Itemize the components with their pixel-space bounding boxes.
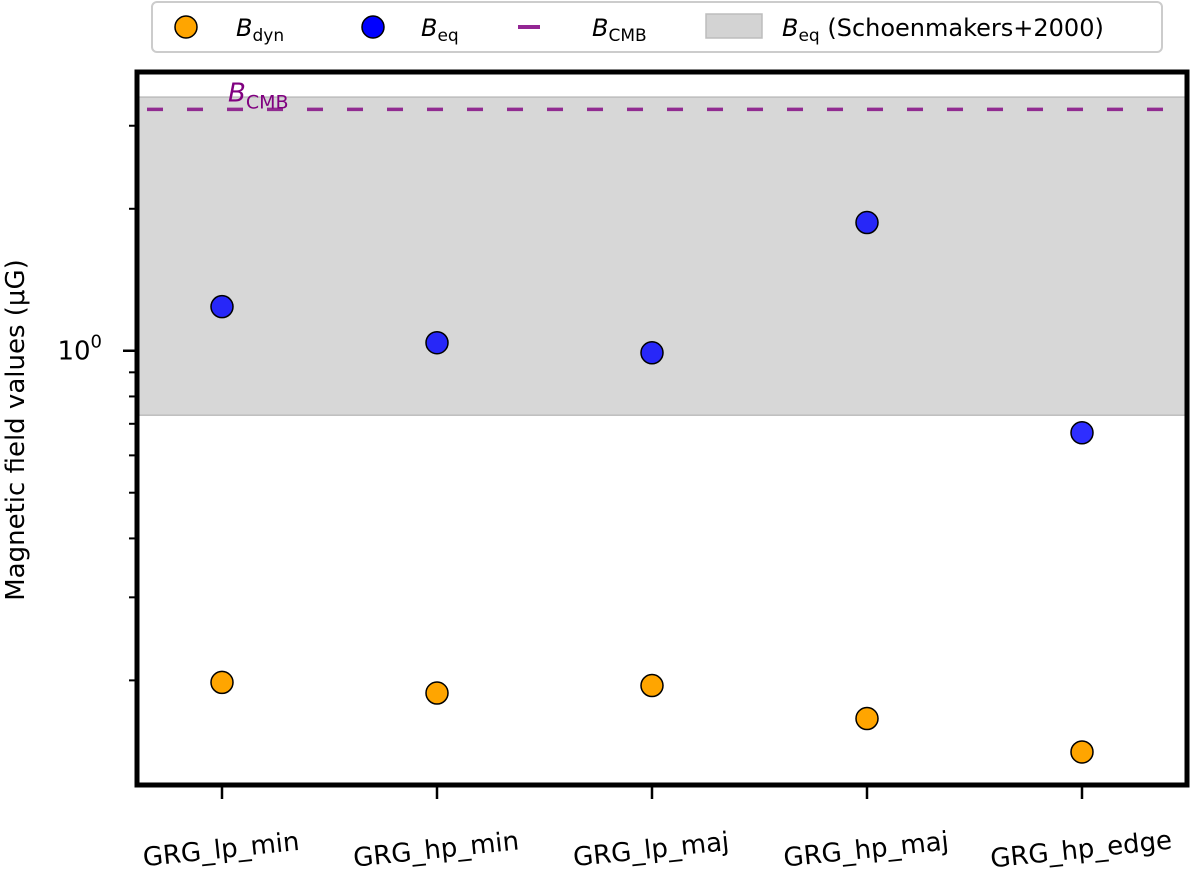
plot-frame xyxy=(134,69,1190,788)
legend-bcmb-sub: CMB xyxy=(608,26,646,46)
x-tick-label-grg-hp-maj: GRG_hp_maj xyxy=(782,826,950,873)
bdyn-point-grg-lp-maj xyxy=(640,673,664,698)
legend-band-suffix: (Schoenmakers+2000) xyxy=(820,14,1104,42)
bcmb-annotation: BCMB xyxy=(228,78,289,113)
legend-beq-marker xyxy=(361,15,385,39)
x-tick-label-grg-hp-edge: GRG_hp_edge xyxy=(989,826,1173,875)
bdyn-point-grg-lp-min xyxy=(210,670,234,695)
legend-band-letter: B xyxy=(782,14,798,42)
legend-bcmb-letter: B xyxy=(592,14,608,42)
legend-bdyn-label: Bdyn xyxy=(236,14,284,46)
y-tick-label-1: 100 xyxy=(57,332,102,367)
beq-point-grg-lp-maj xyxy=(640,341,664,365)
data-points xyxy=(210,210,1094,764)
bdyn-point-grg-hp-edge xyxy=(1070,740,1094,764)
legend-bdyn-letter: B xyxy=(236,14,252,42)
y-tick-base: 10 xyxy=(57,337,90,367)
beq-point-grg-hp-edge xyxy=(1070,421,1094,445)
legend-band-sub: eq xyxy=(798,26,819,46)
y-axis-label: Magnetic field values (μG) xyxy=(1,259,31,601)
beq-point-grg-lp-min xyxy=(210,294,234,319)
y-axis-ticks xyxy=(123,124,137,682)
legend-beq-sub: eq xyxy=(437,26,458,46)
legend: Bdyn Beq BCMB Beq (Schoenmakers+2000) xyxy=(151,1,1163,53)
x-axis-ticks: GRG_lp_min GRG_hp_min GRG_lp_maj GRG_hp_maj… xyxy=(141,785,1173,874)
beq-point-grg-hp-maj xyxy=(855,210,879,235)
beq-point-grg-hp-min xyxy=(425,330,449,355)
legend-beq-letter: B xyxy=(421,14,437,42)
legend-bdyn-sub: dyn xyxy=(252,26,284,46)
legend-bdyn-marker xyxy=(174,15,198,39)
bcmb-annotation-sub: CMB xyxy=(246,91,289,113)
bdyn-point-grg-hp-min xyxy=(425,681,449,705)
legend-band-label: Beq (Schoenmakers+2000) xyxy=(782,14,1104,46)
bdyn-point-grg-hp-maj xyxy=(855,706,879,731)
beq-schoenmakers-band xyxy=(136,96,1188,416)
x-tick-label-grg-lp-min: GRG_lp_min xyxy=(141,827,300,873)
bcmb-annotation-letter: B xyxy=(228,78,246,108)
legend-band-marker xyxy=(705,13,763,39)
legend-box xyxy=(151,1,1163,53)
legend-beq-label: Beq xyxy=(421,14,459,46)
legend-bcmb-label: BCMB xyxy=(592,14,647,46)
x-tick-label-grg-hp-min: GRG_hp_min xyxy=(352,826,521,873)
y-tick-exp: 0 xyxy=(91,332,102,353)
x-tick-label-grg-lp-maj: GRG_lp_maj xyxy=(572,827,731,873)
